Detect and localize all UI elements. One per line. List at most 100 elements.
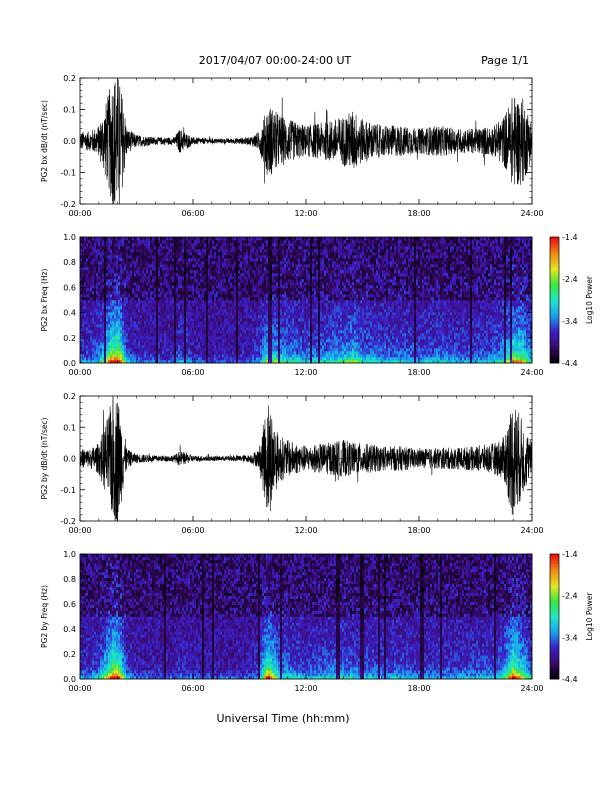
spectrogram-cell	[304, 267, 306, 270]
spectrogram-cell	[166, 264, 168, 267]
spectrogram-cell	[266, 246, 268, 249]
spectrogram-cell	[134, 270, 136, 273]
spectrogram-cell	[170, 339, 172, 342]
spectrogram-cell	[276, 351, 278, 354]
spectrogram-cell	[194, 240, 196, 243]
spectrogram-cell	[234, 261, 236, 264]
spectrogram-cell	[288, 300, 290, 303]
spectrogram-cell	[238, 294, 240, 297]
spectrogram-cell	[86, 333, 88, 336]
spectrogram-cell	[188, 300, 190, 303]
spectrogram-cell	[270, 264, 272, 267]
spectrogram-cell	[234, 309, 236, 312]
spectrogram-cell	[174, 339, 176, 342]
spectrogram-cell	[250, 312, 252, 315]
spectrogram-cell	[84, 297, 86, 300]
spectrogram-cell	[170, 246, 172, 249]
spectrogram-cell	[204, 357, 206, 360]
spectrogram-cell	[194, 309, 196, 312]
spectrogram-cell	[214, 309, 216, 312]
spectrogram-cell	[204, 270, 206, 273]
spectrogram-cell	[188, 261, 190, 264]
spectrogram-cell	[234, 258, 236, 261]
spectrogram-cell	[116, 357, 118, 360]
spectrogram-cell	[94, 327, 96, 330]
spectrogram-cell	[198, 249, 200, 252]
spectrogram-cell	[154, 309, 156, 312]
spectrogram-cell	[116, 285, 118, 288]
spectrogram-cell	[166, 282, 168, 285]
spectrogram-cell	[252, 306, 254, 309]
spectrogram-cell	[202, 282, 204, 285]
spectrogram-cell	[138, 279, 140, 282]
spectrogram-cell	[266, 288, 268, 291]
spectrogram-cell	[226, 315, 228, 318]
spectrogram-cell	[246, 306, 248, 309]
spectrogram-cell	[194, 348, 196, 351]
spectrogram-cell	[114, 354, 116, 357]
spectrogram-cell	[162, 297, 164, 300]
spectrogram-cell	[156, 261, 158, 264]
spectrogram-cell	[218, 240, 220, 243]
spectrogram-cell	[300, 237, 302, 240]
spectrogram-cell	[282, 264, 284, 267]
spectrogram-cell	[248, 333, 250, 336]
spectrogram-cell	[220, 279, 222, 282]
spectrogram-cell	[250, 270, 252, 273]
spectrogram-cell	[128, 297, 130, 300]
spectrogram-cell	[276, 258, 278, 261]
spectrogram-cell	[288, 279, 290, 282]
spectrogram-cell	[152, 291, 154, 294]
spectrogram-cell	[262, 321, 264, 324]
spectrogram-cell	[236, 321, 238, 324]
spectrogram-cell	[166, 336, 168, 339]
spectrogram-cell	[230, 324, 232, 327]
spectrogram-cell	[196, 276, 198, 279]
spectrogram-cell	[280, 327, 282, 330]
spectrogram-cell	[300, 246, 302, 249]
spectrogram-cell	[88, 240, 90, 243]
spectrogram-cell	[256, 282, 258, 285]
spectrogram-cell	[186, 354, 188, 357]
spectrogram-cell	[288, 273, 290, 276]
spectrogram-cell	[186, 351, 188, 354]
spectrogram-cell	[100, 348, 102, 351]
spectrogram-cell	[242, 297, 244, 300]
spectrogram-cell	[304, 282, 306, 285]
spectrogram-cell	[132, 297, 134, 300]
spectrogram-cell	[168, 246, 170, 249]
spectrogram-cell	[150, 333, 152, 336]
spectrogram-cell	[282, 276, 284, 279]
spectrogram-cell	[130, 279, 132, 282]
spectrogram-cell	[82, 342, 84, 345]
spectrogram-cell	[182, 357, 184, 360]
spectrogram-cell	[286, 306, 288, 309]
spectrogram-cell	[194, 285, 196, 288]
spectrogram-cell	[124, 237, 126, 240]
spectrogram-cell	[230, 330, 232, 333]
spectrogram-cell	[138, 246, 140, 249]
spectrogram-cell	[168, 243, 170, 246]
spectrogram-cell	[214, 282, 216, 285]
spectrogram-cell	[114, 309, 116, 312]
spectrogram-cell	[156, 300, 158, 303]
spectrogram-cell	[134, 246, 136, 249]
spectrogram-cell	[204, 237, 206, 240]
spectrogram-cell	[258, 246, 260, 249]
spectrogram-cell	[288, 240, 290, 243]
spectrogram-cell	[286, 240, 288, 243]
spectrogram-cell	[102, 312, 104, 315]
spectrogram-cell	[122, 333, 124, 336]
spectrogram-cell	[140, 276, 142, 279]
spectrogram-cell	[172, 312, 174, 315]
spectrogram-cell	[266, 315, 268, 318]
spectrogram-cell	[238, 306, 240, 309]
spectrogram-cell	[210, 288, 212, 291]
spectrogram-cell	[228, 249, 230, 252]
spectrogram-cell	[298, 282, 300, 285]
spectrogram-cell	[98, 297, 100, 300]
spectrogram-cell	[280, 243, 282, 246]
spectrogram-cell	[294, 312, 296, 315]
spectrogram-cell	[156, 324, 158, 327]
spectrogram-cell	[260, 255, 262, 258]
